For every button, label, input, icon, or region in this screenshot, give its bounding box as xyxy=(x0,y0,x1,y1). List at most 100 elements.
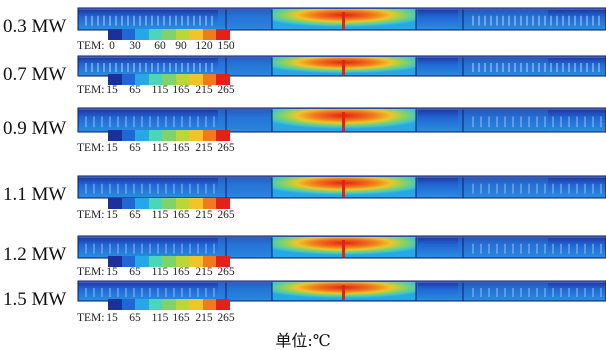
legend-prefix: TEM: xyxy=(77,142,105,154)
legend-tick: 215 xyxy=(195,84,213,96)
legend-swatch xyxy=(135,74,149,85)
legend-swatch xyxy=(189,29,203,40)
legend-swatch xyxy=(202,299,217,310)
legend-tick: 90 xyxy=(175,40,187,52)
legend-swatch xyxy=(189,198,203,209)
legend-swatch xyxy=(175,198,190,209)
legend-swatch xyxy=(189,256,203,267)
legend-swatch xyxy=(162,198,176,209)
legend-swatch xyxy=(216,299,230,310)
legend-tick: 165 xyxy=(172,84,190,96)
row-label: 0.3 MW xyxy=(3,16,67,37)
legend-swatch xyxy=(216,29,230,40)
legend-tick: 165 xyxy=(172,142,190,154)
row-label: 1.1 MW xyxy=(3,184,67,205)
legend-tick: 115 xyxy=(151,142,169,154)
legend-tick: 265 xyxy=(217,312,235,324)
legend-swatch xyxy=(162,74,176,85)
legend-swatch xyxy=(189,74,203,85)
legend-tick: 265 xyxy=(217,266,235,278)
legend-swatch xyxy=(202,256,217,267)
legend-swatch xyxy=(148,198,163,209)
legend-tick: 115 xyxy=(151,266,169,278)
legend-tick: 65 xyxy=(129,209,141,221)
legend-tick: 265 xyxy=(217,84,235,96)
legend-swatch xyxy=(148,256,163,267)
temperature-field xyxy=(77,280,606,302)
legend-swatch xyxy=(216,256,230,267)
legend-tick: 215 xyxy=(195,142,213,154)
row-label: 1.5 MW xyxy=(3,289,67,310)
legend-swatch xyxy=(202,29,217,40)
legend-swatch xyxy=(108,74,122,85)
legend-swatch xyxy=(148,299,163,310)
legend-swatch xyxy=(108,198,122,209)
legend-tick: 15 xyxy=(106,312,118,324)
legend-tick: 65 xyxy=(129,312,141,324)
legend-tick: 115 xyxy=(151,312,169,324)
legend-tick: 65 xyxy=(129,142,141,154)
legend-swatch xyxy=(189,299,203,310)
legend-swatch xyxy=(162,130,176,141)
legend-tick: 165 xyxy=(172,266,190,278)
legend-prefix: TEM: xyxy=(77,266,105,278)
legend-tick: 165 xyxy=(172,209,190,221)
legend-prefix: TEM: xyxy=(77,40,105,52)
legend-tick: 15 xyxy=(106,209,118,221)
legend-swatch xyxy=(189,130,203,141)
temperature-field xyxy=(77,55,606,77)
legend-tick: 165 xyxy=(172,312,190,324)
temperature-field xyxy=(77,107,606,133)
legend-prefix: TEM: xyxy=(77,312,105,324)
legend-swatch xyxy=(202,74,217,85)
legend-swatch xyxy=(216,198,230,209)
legend-swatch xyxy=(175,130,190,141)
legend-swatch xyxy=(148,74,163,85)
legend-tick: 30 xyxy=(129,40,141,52)
legend-swatch xyxy=(216,130,230,141)
temperature-field xyxy=(77,235,606,259)
legend-tick: 15 xyxy=(106,84,118,96)
legend-swatch xyxy=(148,130,163,141)
legend-tick: 65 xyxy=(129,84,141,96)
legend-tick: 15 xyxy=(106,266,118,278)
legend-prefix: TEM: xyxy=(77,84,105,96)
legend-swatch xyxy=(148,29,163,40)
legend-swatch xyxy=(135,29,149,40)
legend-tick: 150 xyxy=(217,40,235,52)
legend-tick: 215 xyxy=(195,312,213,324)
legend-tick: 265 xyxy=(217,209,235,221)
legend-swatch xyxy=(202,198,217,209)
legend-swatch xyxy=(121,299,136,310)
legend-tick: 60 xyxy=(154,40,166,52)
legend-swatch xyxy=(162,256,176,267)
legend-swatch xyxy=(162,29,176,40)
legend-tick: 15 xyxy=(106,142,118,154)
temperature-field xyxy=(77,7,606,31)
legend-swatch xyxy=(135,198,149,209)
legend-swatch xyxy=(175,299,190,310)
legend-tick: 115 xyxy=(151,84,169,96)
legend-tick: 265 xyxy=(217,142,235,154)
legend-tick: 120 xyxy=(195,40,213,52)
legend-swatch xyxy=(162,299,176,310)
row-label: 0.9 MW xyxy=(3,118,67,139)
legend-swatch xyxy=(108,29,122,40)
legend-swatch xyxy=(108,130,122,141)
temperature-field xyxy=(77,175,606,199)
legend-swatch xyxy=(121,198,136,209)
legend-swatch xyxy=(108,299,122,310)
row-label: 0.7 MW xyxy=(3,64,67,85)
legend-swatch xyxy=(175,74,190,85)
row-label: 1.2 MW xyxy=(3,244,67,265)
legend-swatch xyxy=(121,29,136,40)
legend-tick: 215 xyxy=(195,266,213,278)
legend-swatch xyxy=(216,74,230,85)
legend-prefix: TEM: xyxy=(77,209,105,221)
legend-swatch xyxy=(135,256,149,267)
legend-swatch xyxy=(135,130,149,141)
unit-label: 单位:℃ xyxy=(275,331,331,350)
legend-tick: 115 xyxy=(151,209,169,221)
